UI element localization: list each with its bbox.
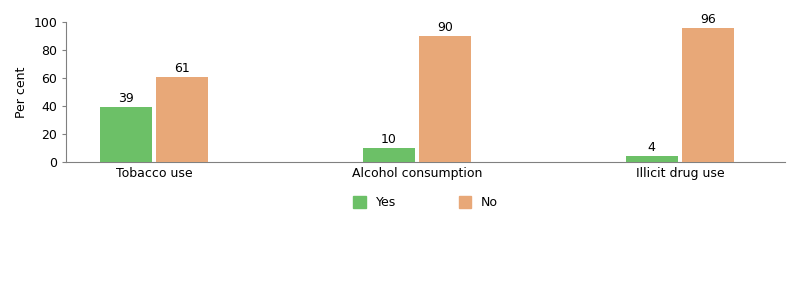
Text: 4: 4 — [648, 141, 656, 154]
Bar — [156, 77, 209, 162]
Text: 96: 96 — [700, 13, 716, 26]
Text: 10: 10 — [381, 133, 397, 146]
Bar — [418, 36, 471, 162]
Bar — [362, 148, 415, 162]
Text: 90: 90 — [437, 21, 453, 34]
Bar — [682, 28, 734, 162]
Y-axis label: Per cent: Per cent — [15, 66, 28, 118]
Legend: Yes, No: Yes, No — [348, 191, 503, 214]
Text: 61: 61 — [174, 62, 190, 75]
Text: 39: 39 — [118, 92, 134, 105]
Bar — [626, 156, 678, 162]
Bar — [100, 107, 152, 162]
